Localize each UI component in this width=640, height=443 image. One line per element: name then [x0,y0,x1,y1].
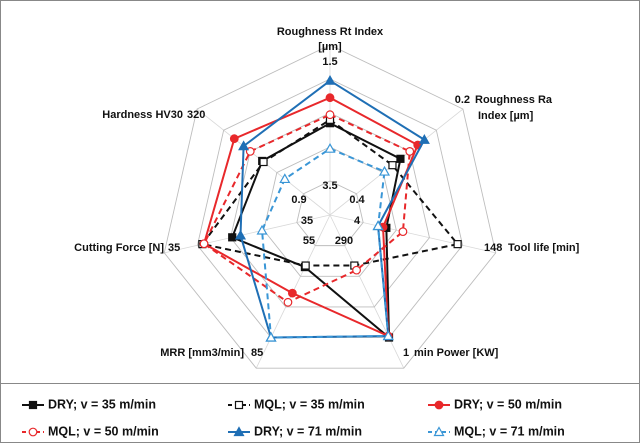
legend-label: DRY; v = 71 m/min [254,424,362,438]
marker [233,426,245,437]
marker [234,400,244,410]
axis-inner-label: 35 [301,215,313,227]
marker [287,288,297,298]
marker [378,165,391,176]
series-line [230,122,402,340]
marker [382,330,394,341]
marker [352,265,361,275]
series-line [261,147,390,339]
grid-ring [163,44,497,369]
marker [396,154,405,163]
axis-outer-label: 1.5 [322,56,337,68]
marker [265,331,277,342]
marker [28,400,38,410]
axis-label: Roughness Rt Index [277,26,384,38]
grid-ring [263,146,397,277]
marker [279,173,291,184]
axis-inner-label: 0.4 [349,194,365,206]
grid-ring [230,112,430,308]
marker [324,74,336,85]
axis-outer-label: 35 [168,242,180,254]
spoke [329,214,496,254]
marker [418,134,430,144]
axis-label: MRR [mm3/min] [160,347,244,359]
marker [234,229,247,240]
legend-label: MQL; v = 71 m/min [454,424,565,438]
legend-label: MQL; v = 50 m/min [48,424,159,438]
marker [434,400,444,410]
marker [433,426,445,437]
spoke [164,214,331,254]
axis-label: Hardness HV30 [102,109,183,121]
marker [199,239,209,249]
axis-label: Tool life [min] [508,242,580,254]
axis-outer-label: 1 [403,347,409,359]
marker [256,224,268,235]
axis-outer-label: 85 [251,347,263,359]
marker [405,147,415,156]
axis-outer-label: 0.2 [455,94,470,106]
marker [453,240,462,249]
marker [325,93,335,103]
axis-outer-label: 320 [187,109,205,121]
marker [388,161,397,170]
marker [229,134,239,144]
spoke [329,214,405,369]
axis-label: min Power [KW] [414,347,499,359]
marker [228,233,237,242]
axis-inner-label: 55 [303,235,315,247]
marker [324,142,336,153]
marker [283,297,293,307]
axis-inner-label: 0.9 [291,194,306,206]
axis-label: Index [µm] [478,110,534,122]
grid-ring [296,180,364,247]
marker [238,140,250,151]
marker [301,261,310,270]
axis-outer-label: 148 [484,242,502,254]
legend-label: MQL; v = 35 m/min [254,397,365,411]
axis-label: Roughness Ra [475,94,553,106]
legend-label: DRY; v = 50 m/min [454,397,562,411]
axis-label: Cutting Force [N] [74,242,164,254]
axis-inner-label: 4 [354,215,361,227]
axis-inner-label: 3.5 [322,180,337,192]
series-line [202,96,419,338]
marker [325,110,335,120]
legend-label: DRY; v = 35 m/min [48,397,156,411]
axis-label: [µm] [318,41,342,53]
marker [259,157,268,167]
marker [398,227,408,237]
marker [28,427,38,437]
axis-inner-label: 290 [335,235,353,247]
marker [372,220,384,231]
